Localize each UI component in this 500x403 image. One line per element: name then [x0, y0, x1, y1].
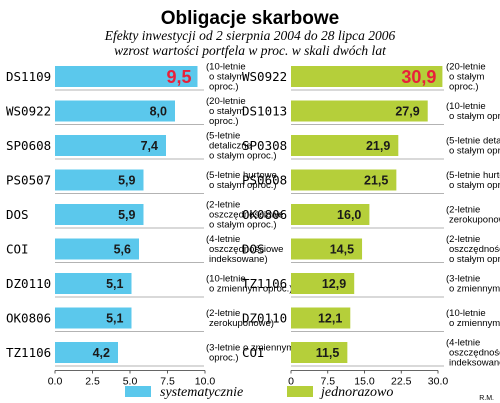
x-tick-label-jednorazowo: 0	[288, 376, 294, 388]
category-label: TZ1106	[6, 345, 51, 360]
category-description: (20-letnie o stałym oproc.)	[446, 62, 486, 93]
category-label: PS0608	[242, 173, 287, 188]
panel-jednorazowo: 0 7.5 15.0 22.5 30.0 WS0922 30,9 (20-letnie o st…	[242, 62, 500, 388]
category-label: WS0922	[6, 104, 51, 119]
bar-systematycznie-TZ1106	[55, 342, 118, 363]
chart-subtitle-line-2: wzrost wartości portfela w proc. w skali…	[114, 43, 387, 58]
bar-jednorazowo-PS0608	[291, 169, 397, 191]
category-label: OK0806	[242, 207, 287, 222]
x-tick-label-jednorazowo: 30.0	[428, 376, 449, 388]
category-description: (3-letnie o zmiennym oproc.)	[206, 343, 294, 364]
data-label: 21,9	[366, 139, 390, 153]
data-label: 21,5	[364, 174, 388, 188]
data-label: 9,5	[166, 67, 191, 87]
bar-jednorazowo-DS1013	[291, 100, 428, 122]
x-tick-label-jednorazowo: 22.5	[391, 376, 412, 388]
legend-swatch-jednorazowo	[287, 386, 313, 397]
bar-systematycznie-DS1109	[55, 66, 198, 87]
category-description: (5-letnie detaliczne o stałym oproc.)	[206, 131, 277, 162]
data-label: 5,6	[114, 243, 131, 257]
x-tick-label-jednorazowo: 15.0	[354, 376, 375, 388]
bar-jednorazowo-TZ1106	[291, 273, 355, 294]
panel-systematycznie: 0.0 2.5 5.0 7.5 10.0 DS1109 9,5 (10-letnie o sta…	[6, 62, 294, 388]
data-label: 16,0	[337, 208, 361, 222]
chart-subtitle-line-1: Efekty inwestycji od 2 sierpnia 2004 do …	[104, 28, 396, 43]
data-label: 5,1	[106, 277, 123, 291]
data-label: 5,9	[118, 174, 135, 188]
data-label: 8,0	[150, 105, 167, 119]
category-label: DS1013	[242, 104, 287, 119]
bar-jednorazowo-DZ0110	[291, 307, 351, 329]
bar-jednorazowo-WS0922	[291, 66, 443, 87]
x-tick-label-systematycznie: 2.5	[85, 376, 100, 388]
data-label: 12,1	[318, 312, 342, 326]
data-label: 14,5	[330, 243, 354, 257]
bar-systematycznie-WS0922	[55, 100, 175, 122]
category-label: DOS	[6, 207, 29, 222]
x-tick-label-systematycznie: 0.0	[48, 376, 63, 388]
legend-label-jednorazowo: jednorazowo	[319, 385, 393, 400]
bar-systematycznie-PS0507	[55, 169, 144, 191]
x-tick-label-systematycznie: 5.0	[123, 376, 138, 388]
x-tick-label-jednorazowo: 7.5	[320, 376, 335, 388]
bar-systematycznie-DOS	[55, 204, 144, 225]
category-label: OK0806	[6, 311, 51, 326]
bar-systematycznie-DZ0110	[55, 273, 132, 294]
legend-swatch-systematycznie	[125, 386, 151, 397]
chart-title: Obligacje skarbowe	[161, 8, 339, 29]
data-label: 27,9	[395, 105, 419, 119]
category-label: PS0507	[6, 173, 51, 188]
data-label: 11,5	[316, 346, 340, 360]
category-label: DS1109	[6, 69, 51, 84]
bar-systematycznie-COI	[55, 238, 139, 260]
category-label: DOS	[242, 242, 265, 257]
data-label: 7,4	[141, 139, 158, 153]
bar-systematycznie-OK0806	[55, 307, 132, 329]
x-tick-label-systematycznie: 7.5	[160, 376, 175, 388]
x-tick-label-systematycznie: 10.0	[195, 376, 216, 388]
category-label: DZ0110	[6, 276, 51, 291]
category-label: COI	[242, 345, 265, 360]
data-label: 5,9	[118, 208, 135, 222]
category-label: DZ0110	[242, 311, 287, 326]
category-label: COI	[6, 242, 29, 257]
data-label: 5,1	[106, 312, 123, 326]
bar-jednorazowo-COI	[291, 342, 348, 363]
bar-jednorazowo-SP0308	[291, 135, 399, 156]
category-label: SP0608	[6, 138, 51, 153]
bar-jednorazowo-OK0806	[291, 204, 370, 225]
legend-label-systematycznie: systematycznie	[160, 385, 243, 400]
category-description: (20-letnie o stałym oproc.)	[206, 96, 246, 127]
category-label: SP0308	[242, 138, 287, 153]
data-label: 12,9	[322, 277, 346, 291]
category-label: WS0922	[242, 69, 287, 84]
credit: R.M.	[479, 395, 494, 402]
data-label: 4,2	[93, 346, 110, 360]
legend: systematycznie jednorazowo	[125, 385, 393, 400]
bar-systematycznie-SP0608	[55, 135, 166, 156]
category-label: TZ1106	[242, 276, 287, 291]
bar-jednorazowo-DOS	[291, 238, 363, 260]
category-description: (10-letnie o stałym oproc.)	[206, 62, 246, 93]
data-label: 30,9	[401, 67, 436, 87]
